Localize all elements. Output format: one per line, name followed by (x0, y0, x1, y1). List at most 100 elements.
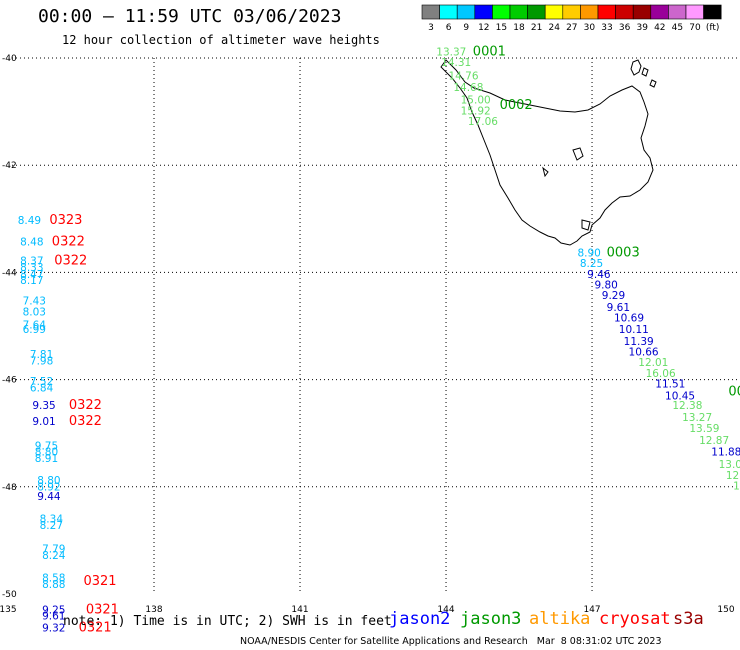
pass-time-label: 0322 (52, 235, 85, 250)
wave-height-value: 9.61 (42, 611, 65, 623)
wave-height-value: 7.52 (30, 376, 53, 388)
latitude-label: -48 (2, 483, 17, 493)
wave-height-value: 8.80 (35, 447, 58, 459)
wave-height-value: 12 (733, 480, 740, 492)
colorbar-swatch (650, 4, 669, 20)
wave-height-value: 8.58 (42, 573, 65, 585)
wave-height-value: 7.81 (30, 349, 53, 361)
latitude-label: -44 (2, 268, 17, 278)
colorbar-label: 15 (496, 23, 507, 33)
colorbar-swatch (509, 4, 528, 20)
colorbar-swatch (474, 4, 493, 20)
credit-line: NOAA/NESDIS Center for Satellite Applica… (240, 636, 662, 647)
colorbar-label: 9 (463, 23, 469, 33)
colorbar-swatch (580, 4, 599, 20)
wave-height-value: 15.92 (461, 105, 491, 117)
colorbar-label: 21 (531, 23, 542, 33)
colorbar-swatch (668, 4, 687, 20)
colorbar-swatch (703, 4, 722, 20)
wave-height-value: 8.37 (20, 255, 43, 267)
colorbar-swatch (615, 4, 634, 20)
wave-height-value: 7.98 (30, 356, 53, 368)
wave-height-value: 8.47 (20, 269, 43, 281)
longitude-label: 147 (583, 605, 600, 615)
colorbar-swatch (492, 4, 511, 20)
legend-jason3: jason3 (460, 609, 522, 629)
wave-height-value: 9.75 (35, 440, 58, 452)
colorbar-swatch (421, 4, 440, 20)
units-note: note: 1) Time is in UTC; 2) SWH is in fe… (63, 614, 392, 629)
observation-labels: 8.49 8.48 8.378.338.478.17 7.438.03 7.646.99… (18, 44, 740, 635)
colorbar-label: 27 (566, 23, 577, 33)
pass-time-label: 0004 (728, 385, 740, 400)
wave-height-value: 10.66 (629, 346, 659, 358)
colorbar-swatch (632, 4, 652, 20)
latitude-label: -50 (2, 590, 17, 600)
pass-time-label: 0321 (83, 574, 116, 589)
longitude-label: 138 (145, 605, 162, 615)
colorbar-label: 3 (428, 23, 434, 33)
pass-time-label: 0322 (69, 414, 102, 429)
wave-height-value: 11.51 (655, 379, 685, 391)
pass-time-label: 0322 (69, 398, 102, 413)
wave-height-value: 10.45 (665, 390, 695, 402)
wave-height-value: 9.32 (42, 623, 65, 635)
wave-height-value: 8.27 (40, 520, 63, 532)
pass-time-label: 0323 (49, 213, 82, 228)
colorbar-swatch (439, 4, 458, 20)
wave-height-value: 8.90 (577, 247, 600, 259)
wave-height-value: 8.34 (40, 514, 64, 526)
wave-height-value: 13.27 (682, 412, 712, 424)
latitude-label: -40 (2, 54, 17, 64)
wave-height-value: 12.87 (699, 435, 729, 447)
wave-height-value: 12.01 (638, 357, 668, 369)
longitude-label: 144 (437, 605, 454, 615)
colorbar-label: 6 (446, 23, 452, 33)
pass-time-label: 0003 (607, 245, 640, 260)
map-subtitle: 12 hour collection of altimeter wave hei… (62, 33, 380, 47)
wave-height-value: 10.11 (619, 324, 649, 336)
colorbar-label: 42 (654, 23, 665, 33)
wave-height-value: 9.61 (607, 302, 630, 314)
wave-height-value: 8.03 (23, 306, 46, 318)
wave-height-value: 9.46 (587, 269, 611, 281)
legend-s3a: s3a (673, 609, 704, 629)
longitude-label: 135 (0, 605, 17, 615)
wave-height-value: 8.49 (18, 215, 41, 227)
wave-height-value: 12.5 (726, 470, 740, 482)
wave-height-value: 10.69 (614, 313, 644, 325)
legend-jason2: jason2 (389, 609, 451, 629)
wave-height-value: 16.06 (646, 368, 676, 380)
footer-legend: note: 1) Time is in UTC; 2) SWH is in fe… (0, 609, 740, 632)
wave-height-value: 8.33 (20, 262, 43, 274)
colorbar-label: (ft) (706, 23, 720, 33)
wave-height-value: 13.02 (719, 459, 740, 471)
colorbar-swatch (527, 4, 546, 20)
latitude-label: -46 (2, 376, 17, 386)
wave-height-value: 8.25 (580, 258, 603, 270)
wave-height-value: 9.29 (602, 290, 625, 302)
wave-height-value: 9.44 (37, 491, 61, 503)
wave-height-value: 8.92 (37, 482, 60, 494)
pass-time-label: 0321 (79, 621, 112, 636)
pass-time-label: 0322 (54, 253, 87, 268)
wave-height-value: 7.79 (42, 544, 65, 556)
wave-height-value: 7.43 (23, 296, 46, 308)
pass-time-label: 0321 (86, 602, 119, 617)
colorbar-label: 70 (689, 23, 701, 33)
longitude-label: 150 (717, 605, 734, 615)
colorbar-label: 33 (601, 23, 612, 33)
wave-height-value: 9.25 (42, 604, 65, 616)
wave-height-value: 13.59 (689, 423, 719, 435)
wave-height-value: 8.24 (42, 550, 66, 562)
colorbar-swatch (456, 4, 476, 20)
wave-height-value: 7.64 (23, 320, 47, 332)
colorbar-swatch (685, 4, 704, 20)
colorbar-label: 18 (513, 23, 525, 33)
colorbar-swatch (597, 4, 616, 20)
wave-height-value: 13.37 (436, 46, 466, 58)
wave-height-value: 8.91 (35, 453, 58, 465)
colorbar-label: 30 (584, 23, 596, 33)
